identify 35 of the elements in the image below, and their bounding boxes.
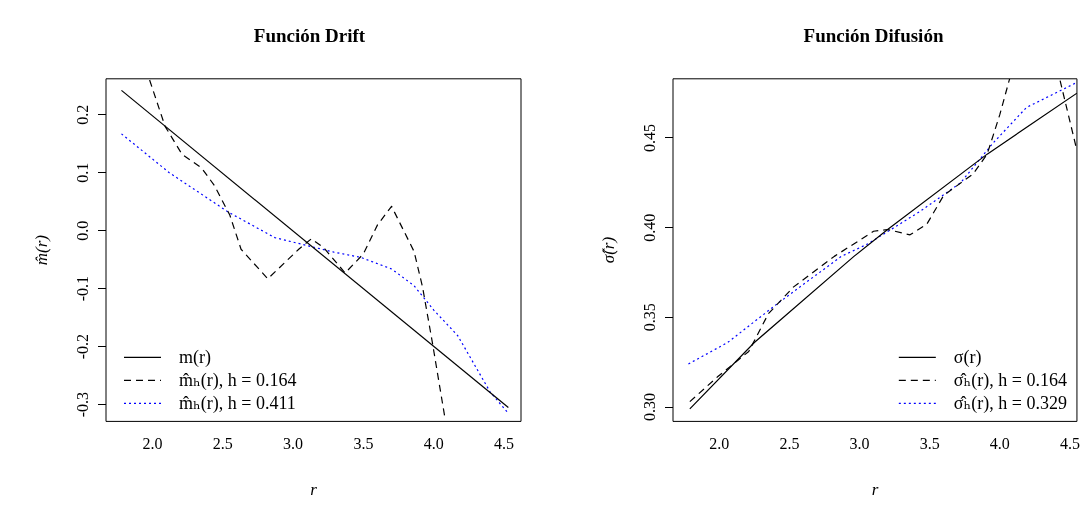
y-tick-label: 0.1 bbox=[74, 162, 92, 183]
legend-label: m̂ₕ(r), h = 0.411 bbox=[179, 393, 296, 415]
legend-label: m̂ₕ(r), h = 0.164 bbox=[179, 370, 297, 392]
x-tick-label: 4.5 bbox=[494, 435, 515, 453]
x-tick-label: 2.0 bbox=[142, 435, 163, 453]
legend-label: σ(r) bbox=[953, 347, 982, 369]
y-tick-label: 0.30 bbox=[641, 393, 659, 422]
x-tick-label: 3.0 bbox=[283, 435, 304, 453]
x-tick-label: 2.5 bbox=[779, 435, 800, 453]
y-tick-label: 0.2 bbox=[74, 104, 92, 125]
x-tick-label: 3.0 bbox=[849, 435, 870, 453]
x-tick-label: 4.0 bbox=[423, 435, 444, 453]
y-tick-label: 0.0 bbox=[74, 220, 92, 241]
y-axis-title: σ̂(r) bbox=[598, 236, 618, 264]
x-tick-label: 3.5 bbox=[353, 435, 374, 453]
line-series bbox=[120, 133, 509, 414]
chart-title: Función Difusión bbox=[803, 25, 944, 47]
x-tick-label: 3.5 bbox=[919, 435, 940, 453]
y-tick-label: -0.1 bbox=[74, 275, 92, 302]
legend-label: σ̂ₕ(r), h = 0.164 bbox=[953, 370, 1067, 392]
y-tick-label: 0.40 bbox=[641, 213, 659, 242]
legend-label: m(r) bbox=[179, 347, 211, 369]
y-tick-label: 0.45 bbox=[641, 123, 659, 152]
y-tick-label: -0.2 bbox=[74, 333, 92, 360]
x-tick-label: 2.5 bbox=[212, 435, 233, 453]
x-tick-label: 4.0 bbox=[989, 435, 1010, 453]
y-axis-title: m̂(r) bbox=[31, 234, 51, 266]
y-tick-label: -0.3 bbox=[74, 391, 92, 418]
x-axis-title: r bbox=[310, 480, 318, 500]
legend-label: σ̂ₕ(r), h = 0.329 bbox=[953, 393, 1067, 415]
x-axis-title: r bbox=[871, 480, 879, 500]
y-tick-label: 0.35 bbox=[641, 303, 659, 332]
x-tick-label: 4.5 bbox=[1059, 435, 1080, 453]
chart-title: Función Drift bbox=[253, 25, 366, 47]
x-tick-label: 2.0 bbox=[709, 435, 730, 453]
